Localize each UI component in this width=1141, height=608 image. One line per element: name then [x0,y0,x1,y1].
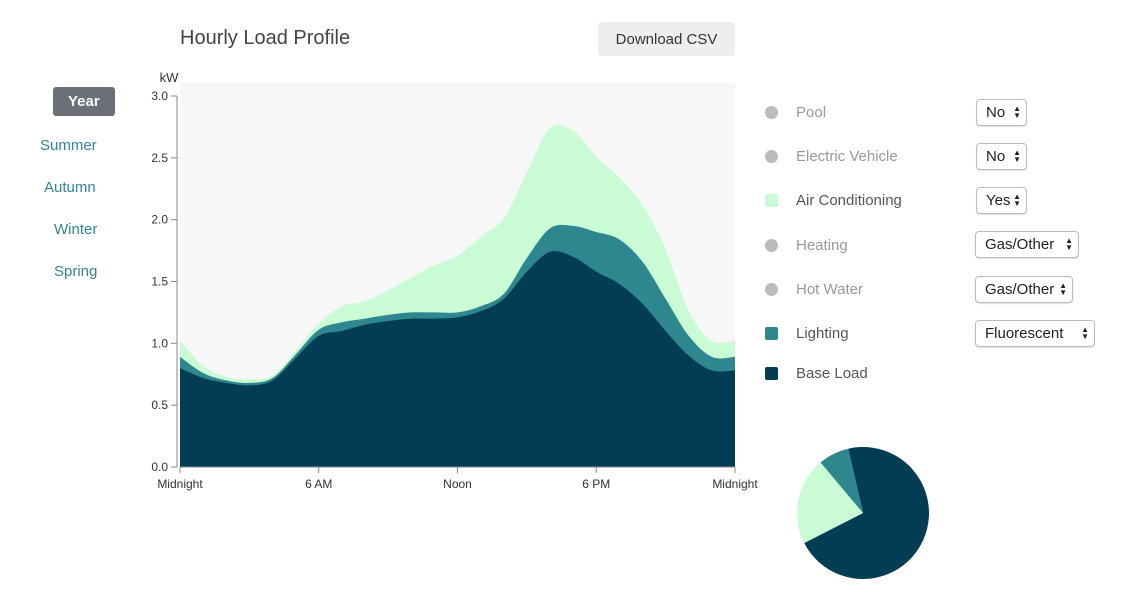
hot-water-select[interactable]: Gas/Other ▲ ▼ [975,276,1073,303]
select-arrows-icon: ▲ ▼ [1013,104,1021,120]
select-arrows-icon: ▲ ▼ [1013,192,1021,208]
legend-row-lighting: Lighting [765,322,849,344]
season-tab-summer[interactable]: Summer [40,137,97,154]
legend-row-heating: Heating [765,234,848,256]
y-tick-label: 1.5 [151,275,168,289]
legend-swatch-air-conditioning [765,193,778,207]
select-arrows-icon: ▲ ▼ [1081,325,1089,341]
x-tick-label: Midnight [157,477,203,491]
select-arrows-icon: ▲ ▼ [1065,236,1073,252]
season-tab-autumn[interactable]: Autumn [44,179,96,196]
heating-select-value: Gas/Other [985,236,1055,253]
pool-select[interactable]: No ▲ ▼ [976,99,1027,126]
download-csv-button[interactable]: Download CSV [598,22,735,56]
lighting-select-value: Fluorescent [985,325,1064,342]
season-tab-year[interactable]: Year [53,87,115,116]
legend-label-base-load: Base Load [796,364,868,382]
electric-vehicle-select-value: No [986,148,1006,165]
pie-slice-air-conditioning [797,462,863,544]
hot-water-select-value: Gas/Other [985,281,1055,298]
legend-swatch-hot-water [765,282,778,296]
legend-swatch-lighting [765,326,778,340]
legend-label-electric-vehicle: Electric Vehicle [796,147,898,165]
season-tab-spring[interactable]: Spring [54,263,98,280]
select-arrows-icon: ▲ ▼ [1013,148,1021,164]
legend-label-heating: Heating [796,236,848,254]
y-tick-label: 2.5 [151,151,168,165]
y-axis-label: kW [160,70,180,85]
area-base-load [180,251,735,467]
x-tick-label: 6 PM [582,477,610,491]
legend-row-air-conditioning: Air Conditioning [765,189,902,211]
pie-chart [797,447,929,579]
legend-label-hot-water: Hot Water [796,280,863,298]
heating-select[interactable]: Gas/Other ▲ ▼ [975,231,1079,258]
select-arrows-icon: ▲ ▼ [1059,281,1067,297]
pool-select-value: No [986,104,1006,121]
x-tick-label: Midnight [712,477,758,491]
legend-row-hot-water: Hot Water [765,278,863,300]
electric-vehicle-select[interactable]: No ▲ ▼ [976,143,1027,170]
air-conditioning-select[interactable]: Yes ▲ ▼ [976,187,1027,214]
y-tick-label: 3.0 [151,89,168,103]
lighting-select[interactable]: Fluorescent ▲ ▼ [975,320,1095,347]
legend-row-base-load: Base Load [765,362,868,384]
legend-row-pool: Pool [765,101,826,123]
y-tick-label: 0.5 [151,398,168,412]
legend-swatch-base-load [765,366,778,380]
y-tick-label: 2.0 [151,213,168,227]
legend-row-electric-vehicle: Electric Vehicle [765,145,898,167]
y-tick-label: 1.0 [151,336,168,350]
pie-slice-lighting [820,448,863,513]
x-tick-label: 6 AM [305,477,332,491]
legend-swatch-electric-vehicle [765,149,778,163]
legend-label-pool: Pool [796,103,827,121]
x-tick-label: Noon [443,477,472,491]
page-title: Hourly Load Profile [180,27,351,49]
y-tick-label: 0.0 [151,460,168,474]
legend-label-air-conditioning: Air Conditioning [796,191,902,209]
season-tab-winter[interactable]: Winter [54,221,98,238]
legend-label-lighting: Lighting [796,324,849,342]
air-conditioning-select-value: Yes [986,192,1011,209]
area-chart: kW 0.0 0.5 1.0 1.5 2.0 2.5 3.0 Midnight 6 AM Noon 6… [151,70,758,491]
legend-swatch-heating [765,238,778,252]
pie-slice-base-load [804,447,929,579]
legend-swatch-pool [765,105,778,119]
